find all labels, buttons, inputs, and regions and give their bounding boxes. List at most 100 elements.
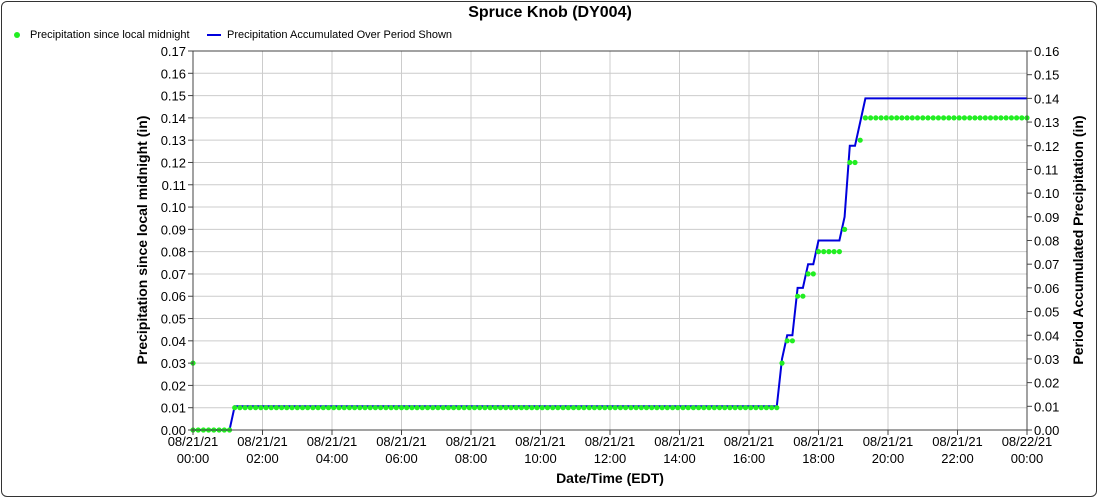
data-point-since-midnight xyxy=(534,405,540,411)
data-point-since-midnight xyxy=(294,405,300,411)
data-point-since-midnight xyxy=(310,405,316,411)
legend-item-since-midnight: Precipitation since local midnight xyxy=(4,28,190,42)
x-tick-time: 16:00 xyxy=(733,451,766,466)
data-point-since-midnight xyxy=(445,405,451,411)
chart-title: Spruce Knob (DY004) xyxy=(468,4,632,21)
left-tick-label: 0.08 xyxy=(161,245,186,260)
data-point-since-midnight xyxy=(742,405,749,411)
data-point-since-midnight xyxy=(977,115,983,121)
data-point-since-midnight xyxy=(675,405,681,411)
data-point-since-midnight xyxy=(894,115,900,121)
data-point-since-midnight xyxy=(935,115,942,121)
data-point-since-midnight xyxy=(352,405,358,411)
right-tick-label: 0.04 xyxy=(1034,328,1059,343)
data-point-since-midnight xyxy=(685,405,691,411)
data-point-since-midnight xyxy=(852,159,858,166)
data-point-since-midnight xyxy=(565,405,571,411)
grid-lines xyxy=(192,50,1028,431)
data-point-since-midnight xyxy=(1014,115,1020,121)
data-point-since-midnight xyxy=(425,405,431,411)
left-tick-label: 0.03 xyxy=(161,356,186,371)
data-point-since-midnight xyxy=(941,115,947,121)
data-point-since-midnight xyxy=(492,405,498,411)
data-point-since-midnight xyxy=(758,405,764,411)
data-point-since-midnight xyxy=(362,405,368,411)
data-point-since-midnight xyxy=(1019,115,1025,121)
right-tick-label: 0.00 xyxy=(1034,423,1059,438)
data-point-since-midnight xyxy=(581,405,587,411)
data-point-since-midnight xyxy=(518,405,525,411)
data-point-since-midnight xyxy=(956,115,962,121)
data-point-since-midnight xyxy=(508,405,514,411)
left-tick-label: 0.13 xyxy=(161,133,186,148)
legend-label-accumulated: Precipitation Accumulated Over Period Sh… xyxy=(227,29,453,41)
data-point-since-midnight xyxy=(638,405,644,411)
left-tick-label: 0.14 xyxy=(161,111,186,126)
data-point-since-midnight xyxy=(367,405,373,411)
data-point-since-midnight xyxy=(289,405,295,411)
legend-blue-line-icon xyxy=(207,34,221,36)
data-point-since-midnight xyxy=(258,405,264,411)
x-tick-date: 08/21/21 xyxy=(307,434,358,449)
left-tick-label: 0.04 xyxy=(161,334,186,349)
data-point-since-midnight xyxy=(805,271,811,277)
data-point-since-midnight xyxy=(602,405,608,411)
left-tick-label: 0.02 xyxy=(161,378,186,393)
data-point-since-midnight xyxy=(617,405,624,411)
x-tick-time: 04:00 xyxy=(316,451,349,466)
data-point-since-midnight xyxy=(623,405,629,411)
data-point-since-midnight xyxy=(690,405,697,411)
data-point-since-midnight xyxy=(503,405,509,411)
data-point-since-midnight xyxy=(993,115,999,121)
data-point-since-midnight xyxy=(888,115,895,121)
data-point-since-midnight xyxy=(815,249,822,255)
data-point-since-midnight xyxy=(696,405,702,411)
data-point-since-midnight xyxy=(305,405,311,411)
data-point-since-midnight xyxy=(315,405,321,411)
legend-item-accumulated: Precipitation Accumulated Over Period Sh… xyxy=(207,28,452,42)
x-tick-date: 08/21/21 xyxy=(585,434,636,449)
x-tick-date: 08/21/21 xyxy=(724,434,775,449)
left-tick-label: 0.07 xyxy=(161,267,186,282)
right-tick-label: 0.13 xyxy=(1034,115,1059,130)
left-tick-label: 0.09 xyxy=(161,222,186,237)
data-point-since-midnight xyxy=(914,115,921,121)
data-point-since-midnight xyxy=(513,405,519,411)
data-point-since-midnight xyxy=(414,405,420,411)
data-point-since-midnight xyxy=(659,405,665,411)
x-tick-date: 08/21/21 xyxy=(793,434,844,449)
x-axis-title: Date/Time (EDT) xyxy=(556,470,664,486)
data-point-since-midnight xyxy=(383,405,389,411)
data-point-since-midnight xyxy=(711,405,717,411)
data-point-since-midnight xyxy=(643,405,650,411)
data-point-since-midnight xyxy=(398,405,405,411)
data-point-since-midnight xyxy=(279,405,285,411)
data-point-since-midnight xyxy=(586,405,592,411)
left-tick-label: 0.15 xyxy=(161,89,186,104)
data-point-since-midnight xyxy=(284,405,290,411)
x-tick-time: 10:00 xyxy=(524,451,557,466)
right-tick-label: 0.01 xyxy=(1034,399,1059,414)
x-tick-date: 08/21/21 xyxy=(654,434,705,449)
data-point-since-midnight xyxy=(920,115,926,121)
data-point-since-midnight xyxy=(591,405,598,411)
data-point-since-midnight xyxy=(633,405,639,411)
right-tick-label: 0.16 xyxy=(1034,44,1059,59)
data-point-since-midnight xyxy=(461,405,467,411)
x-tick-time: 06:00 xyxy=(385,451,418,466)
data-point-since-midnight xyxy=(263,405,269,411)
x-tick-time: 20:00 xyxy=(872,451,905,466)
data-point-since-midnight xyxy=(904,115,910,121)
data-point-since-midnight xyxy=(774,405,780,411)
data-point-since-midnight xyxy=(404,405,410,411)
data-point-since-midnight xyxy=(372,405,378,411)
data-point-since-midnight xyxy=(607,405,613,411)
data-point-since-midnight xyxy=(847,159,853,166)
data-point-since-midnight xyxy=(471,405,478,411)
data-point-since-midnight xyxy=(570,405,577,411)
x-tick-time: 00:00 xyxy=(177,451,210,466)
x-tick-date: 08/21/21 xyxy=(237,434,288,449)
data-point-since-midnight xyxy=(800,293,806,299)
